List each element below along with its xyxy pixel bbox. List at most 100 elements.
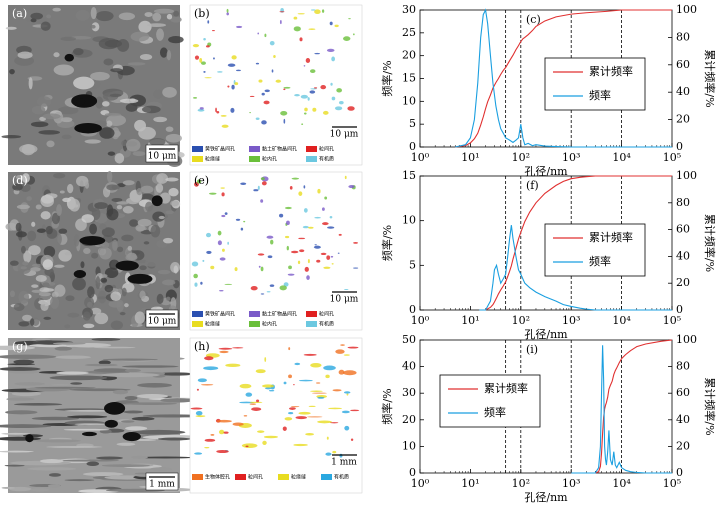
panel-label: (g) [12,340,28,353]
pore-patch [245,392,253,397]
sem-texture [18,321,30,327]
pore-patch [316,259,321,263]
sem-texture [138,126,156,140]
pore-patch [323,365,336,371]
sem-texture [119,311,126,316]
x-tick-label: 10⁴ [612,477,631,490]
pore-patch [258,79,263,83]
pore-patch [257,32,260,35]
sem-texture [64,324,71,329]
pore-patch [279,213,284,218]
sem-texture [119,98,139,104]
sem-texture [55,355,92,359]
sem-texture [93,346,136,349]
x-tick-label: 10⁵ [663,477,681,490]
pore-patch [317,188,321,194]
pore-patch [347,106,355,111]
pore-patch [326,436,329,440]
pore-patch [262,440,267,445]
sem-texture [13,403,63,406]
pore-patch [190,407,203,410]
y2-tick-label: 100 [676,333,697,346]
sem-texture [72,277,86,291]
x-tick-label: 10² [512,314,530,327]
pore-patch [301,123,304,125]
pore-patch [227,85,230,88]
pore-patch [230,107,235,113]
pore-patch [343,370,357,376]
sem-texture [1,486,16,489]
pore-patch [336,88,343,93]
sem-texture [34,386,96,389]
sem-texture [98,38,119,50]
sem-texture [129,219,139,227]
pore-patch [210,265,215,270]
sem-texture [52,7,61,12]
pore-patch [273,54,276,58]
pore-patch [194,55,200,60]
sem-texture [48,473,62,477]
pore-patch [320,84,327,90]
sem-texture [130,455,148,459]
sem-dark-pore [104,401,126,415]
sem-texture [95,276,101,290]
sem-texture [152,12,162,22]
sem-texture [140,193,154,201]
sem-texture [4,410,38,415]
sem-texture [101,372,160,378]
sem-texture [116,246,124,253]
sem-texture [84,139,101,144]
sem-texture [38,292,51,297]
pore-patch [283,381,287,385]
pore-patch [310,9,316,11]
sem-texture [102,101,110,107]
sem-texture [30,121,49,128]
pore-patch [271,69,274,73]
pore-patch [344,391,351,394]
y-tick-label: 30 [402,3,416,16]
pore-patch [261,92,265,96]
sem-texture [41,194,54,204]
y2-tick-label: 0 [676,303,683,316]
pore-map [189,171,363,331]
y2-tick-label: 40 [676,249,690,262]
pore-patch [239,383,252,389]
sem-texture [97,247,107,256]
pore-patch [240,182,247,185]
y-axis-label: 频率/% [380,388,394,424]
sem-texture [40,301,49,312]
sem-texture [110,320,123,330]
map-legend-swatch [192,321,203,327]
sem-texture [106,170,113,183]
sem-texture [166,50,172,61]
pore-patch [288,411,294,415]
sem-texture [36,228,46,233]
sem-texture [131,429,186,435]
sem-texture [153,116,168,123]
pore-patch [218,429,225,435]
pore-patch [245,445,249,448]
pore-patch [215,107,217,113]
scale-bar-label: 10 μm [330,130,359,140]
pore-patch [240,227,244,231]
sem-texture [99,223,107,230]
pore-patch [192,43,200,48]
pore-patch [269,284,275,287]
pore-patch [289,407,296,410]
pore-patch [331,56,336,62]
sem-texture [21,143,35,156]
sem-texture [31,416,80,421]
sem-texture [157,269,171,275]
pore-patch [314,244,317,246]
y2-axis-label: 累计频率/% [703,377,717,435]
sem-texture [65,295,75,302]
pore-patch [298,379,313,382]
sem-texture [124,368,141,373]
sem-texture [46,140,55,148]
map-legend-label: 黄铁矿晶间孔 [205,146,235,153]
pore-patch [205,45,210,48]
sem-texture [136,393,169,399]
pore-patch [284,417,293,421]
pore-patch [282,426,287,431]
sem-texture [102,358,158,361]
